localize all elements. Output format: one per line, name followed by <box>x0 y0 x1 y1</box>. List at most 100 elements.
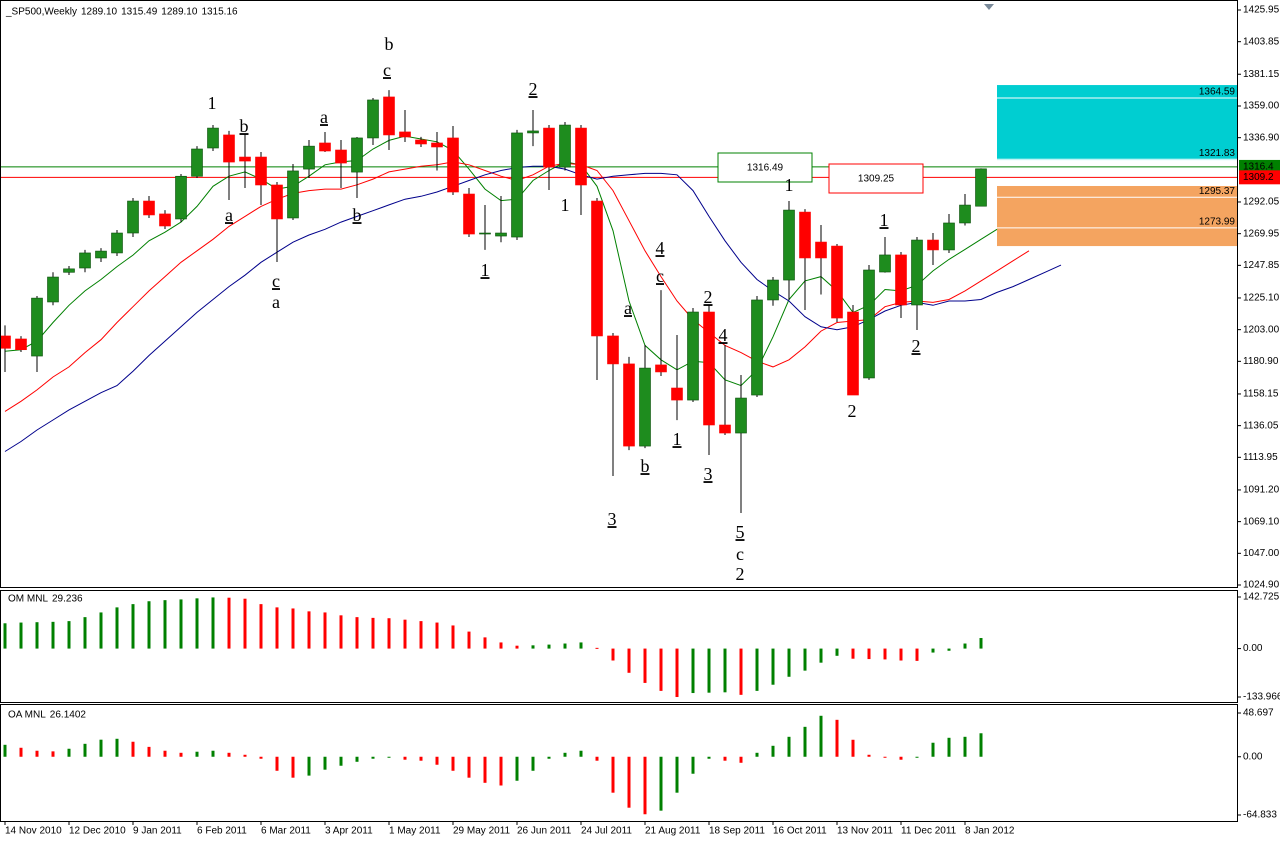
histogram-bar <box>51 751 55 757</box>
y-tick-label: 1359.00 <box>1243 101 1280 112</box>
candle-body <box>687 311 699 401</box>
candle-body <box>271 184 283 220</box>
candle-body <box>319 142 331 152</box>
histogram-bar <box>899 756 903 760</box>
wave-label: 5 <box>736 522 745 542</box>
price-box <box>828 163 924 194</box>
candle-body <box>975 168 987 207</box>
wave-label: 1 <box>481 260 490 280</box>
histogram-bar <box>291 756 295 778</box>
x-tick-label: 3 Apr 2011 <box>325 826 373 837</box>
wave-label: 2 <box>736 564 745 584</box>
histogram-bar <box>819 648 823 663</box>
histogram-bar <box>435 622 439 649</box>
wave-label: a <box>272 292 280 312</box>
wave-label: c <box>656 266 664 286</box>
candle-body <box>911 239 923 306</box>
histogram-bar <box>131 604 135 649</box>
histogram-bar <box>355 756 359 762</box>
ohlc-value: 1289.10 <box>161 7 198 18</box>
candle-body <box>927 239 939 251</box>
histogram-bar <box>227 597 231 649</box>
target-zone <box>997 185 1237 247</box>
histogram-bar <box>211 597 215 649</box>
x-tick-label: 6 Feb 2011 <box>197 826 247 837</box>
y-tick-label: 1247.85 <box>1243 260 1280 271</box>
histogram-bar <box>883 648 887 660</box>
candle-body <box>575 127 587 186</box>
candle-body <box>175 175 187 220</box>
wave-label: c <box>736 544 744 564</box>
candle-body <box>47 276 59 303</box>
candle-body <box>255 156 267 186</box>
ohlc-value: 1315.49 <box>121 7 158 18</box>
histogram-bar <box>467 631 471 649</box>
histogram-bar <box>771 745 775 757</box>
histogram-bar <box>963 736 967 757</box>
wave-label: 1 <box>673 429 682 449</box>
histogram-bar <box>179 599 183 649</box>
candle-body <box>623 363 635 447</box>
histogram-bar <box>787 648 791 677</box>
histogram-bar <box>243 598 247 649</box>
y-tick-label: 0.00 <box>1243 751 1263 762</box>
price-box-label: 1309.25 <box>858 174 895 185</box>
candle-body <box>639 367 651 447</box>
histogram-bar <box>355 617 359 649</box>
candle-body <box>287 170 299 219</box>
x-tick-label: 16 Oct 2011 <box>773 826 827 837</box>
candle-body <box>383 96 395 136</box>
wave-label: 2 <box>848 401 857 421</box>
histogram-bar <box>499 756 503 786</box>
candle-body <box>671 387 683 401</box>
y-tick-label: 1381.15 <box>1243 69 1280 80</box>
candle-body <box>767 279 779 301</box>
histogram-bar <box>307 756 311 776</box>
histogram-bar <box>339 756 343 766</box>
histogram-bar <box>435 756 439 765</box>
histogram-bar <box>515 756 519 781</box>
wave-label: 1 <box>785 175 794 195</box>
histogram-bar <box>99 612 103 649</box>
candle-body <box>783 209 795 281</box>
y-tick-label: 1091.20 <box>1243 485 1280 496</box>
y-tick-label: -133.966 <box>1243 692 1280 703</box>
candle-body <box>447 137 459 193</box>
histogram-bar <box>867 754 871 757</box>
candle-body <box>527 130 539 134</box>
candle-body <box>127 200 139 234</box>
ohlc-value: 1315.16 <box>201 7 238 18</box>
x-tick-label: 13 Nov 2011 <box>837 826 893 837</box>
candle-body <box>479 232 491 235</box>
wave-label: b <box>385 34 394 54</box>
histogram-bar <box>707 756 711 759</box>
histogram-bar <box>947 648 951 651</box>
candle-body <box>303 145 315 170</box>
x-tick-label: 1 May 2011 <box>389 826 441 837</box>
histogram-bar <box>563 643 567 649</box>
candle-body <box>463 193 475 235</box>
x-tick-label: 29 May 2011 <box>453 826 511 837</box>
wave-label: a <box>225 205 233 225</box>
indicator-title: OA MNL <box>8 710 46 721</box>
candle-body <box>207 127 219 149</box>
histogram-bar <box>67 748 71 757</box>
wave-label: a <box>624 298 632 318</box>
candle-body <box>799 211 811 259</box>
om-plot <box>3 597 983 698</box>
wave-label: b <box>240 116 249 136</box>
histogram-bar <box>915 648 919 661</box>
axis-price-label: 1309.2 <box>1243 172 1274 183</box>
histogram-bar <box>659 756 663 811</box>
candle-body <box>591 200 603 337</box>
histogram-bar <box>563 752 567 757</box>
histogram-bar <box>35 622 39 649</box>
y-tick-label: 1292.05 <box>1243 197 1280 208</box>
histogram-bar <box>579 642 583 649</box>
histogram-bar <box>35 750 39 757</box>
histogram-bar <box>595 647 599 649</box>
wave-label: 1 <box>561 195 570 215</box>
histogram-bar <box>547 644 551 649</box>
x-tick-label: 24 Jul 2011 <box>581 826 632 837</box>
